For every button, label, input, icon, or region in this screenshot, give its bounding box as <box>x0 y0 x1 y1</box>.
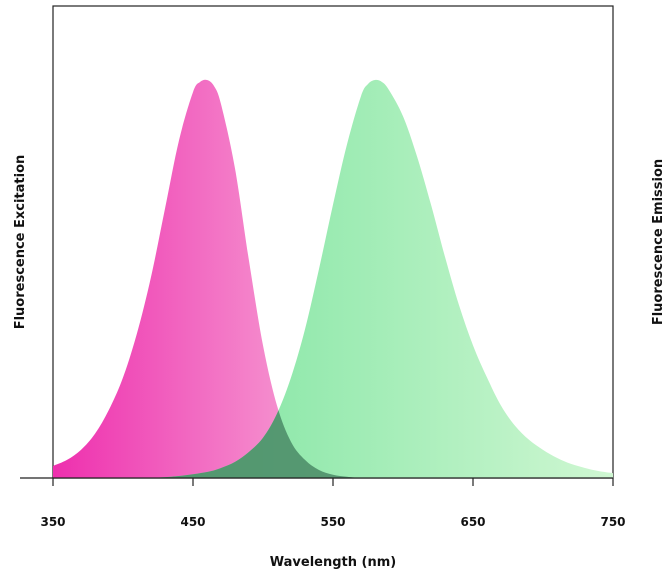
x-tick-label-550: 550 <box>320 515 345 529</box>
x-tick-label-750: 750 <box>600 515 625 529</box>
y-axis-title-left: Fluorescence Excitation <box>13 155 28 330</box>
excitation-area <box>53 79 361 479</box>
spectra-areas <box>53 79 613 479</box>
x-tick-label-650: 650 <box>460 515 485 529</box>
x-tick-label-450: 450 <box>180 515 205 529</box>
x-ticks: 350 450 550 650 750 <box>40 478 626 529</box>
x-tick-label-350: 350 <box>40 515 65 529</box>
x-axis-title: Wavelength (nm) <box>270 555 396 570</box>
y-axis-title-right: Fluorescence Emission <box>651 159 664 325</box>
emission-area <box>151 79 613 478</box>
